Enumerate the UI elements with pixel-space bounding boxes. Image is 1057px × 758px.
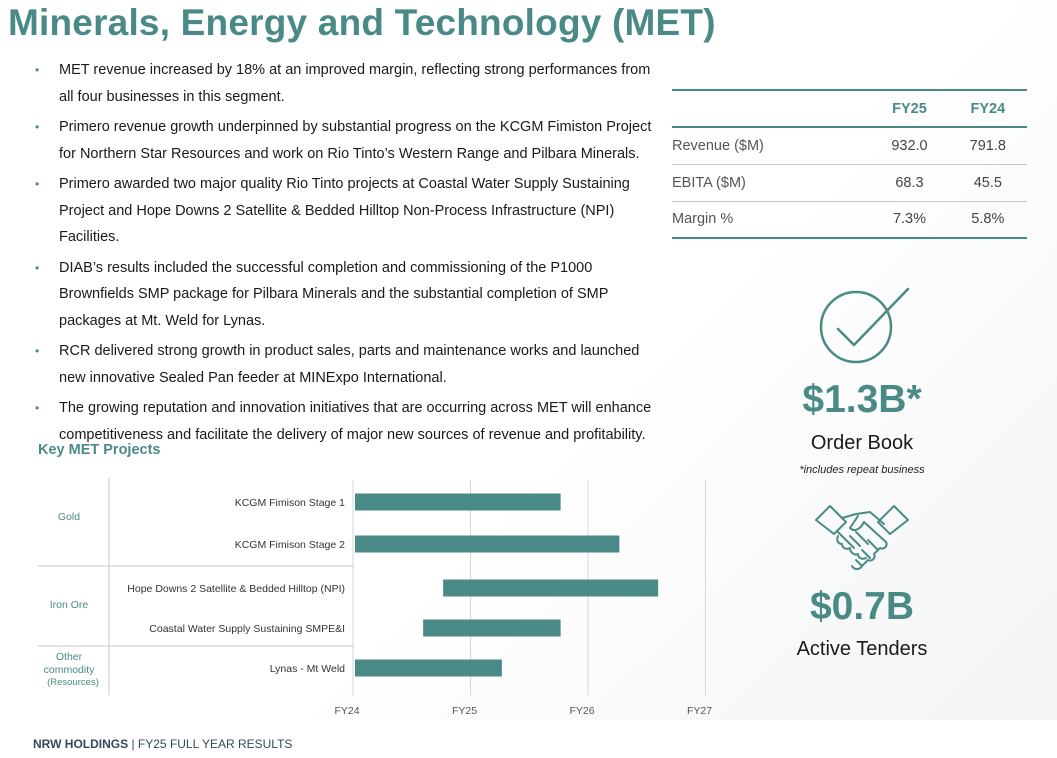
footer [0, 720, 1057, 758]
kpi-value-fy24: 5.8% [948, 201, 1027, 239]
checkmark-circle-icon [819, 287, 910, 364]
bullet-item: DIAB’s results included the successful c… [35, 255, 665, 335]
order-book-value: $1.3B* [802, 378, 922, 421]
kpi-header-fy24: FY24 [948, 89, 1027, 128]
tenders-value: $0.7B [809, 585, 915, 628]
group-label: Other [56, 651, 83, 663]
kpi-table: FY25 FY24 Revenue ($M) 932.0 791.8 EBITA… [672, 89, 1027, 239]
kpi-row-margin: Margin % 7.3% 5.8% [672, 201, 1027, 239]
x-tick-label: FY27 [687, 705, 712, 717]
group-label: Iron Ore [50, 599, 89, 611]
bullet-item: RCR delivered strong growth in product s… [35, 338, 665, 391]
project-label: KCGM Fimison Stage 1 [235, 497, 345, 509]
handshake-icon [815, 505, 909, 570]
chart-title: Key MET Projects [38, 442, 161, 458]
footer-company: NRW HOLDINGS [33, 737, 129, 751]
group-label: commodity [44, 664, 96, 676]
kpi-header-fy25: FY25 [870, 89, 949, 128]
project-label: Hope Downs 2 Satellite & Bedded Hilltop … [127, 583, 345, 595]
project-bar [443, 579, 659, 597]
kpi-value-fy25: 7.3% [870, 201, 949, 239]
project-bar [355, 493, 561, 511]
project-bar [355, 659, 502, 677]
project-label: Coastal Water Supply Sustaining SMPE&I [149, 623, 345, 635]
tenders-label: Active Tenders [796, 638, 928, 660]
kpi-header-row: FY25 FY24 [672, 89, 1027, 128]
order-book-label: Order Book [810, 432, 914, 454]
kpi-value-fy25: 68.3 [870, 164, 949, 202]
bullet-list: MET revenue increased by 18% at an impro… [35, 57, 665, 452]
x-tick-label: FY26 [569, 705, 594, 717]
bullet-item: MET revenue increased by 18% at an impro… [35, 57, 665, 110]
kpi-value-fy24: 791.8 [948, 127, 1027, 165]
group-sublabel: (Resources) [47, 677, 99, 688]
footer-title: FY25 FULL YEAR RESULTS [137, 737, 293, 751]
projects-gantt-chart: FY24 FY25 FY26 FY27 Gold Iron Ore Othercommodi… [38, 478, 712, 717]
x-tick-label: FY25 [452, 705, 477, 717]
kpi-label: Revenue ($M) [672, 127, 871, 165]
project-bar [355, 535, 620, 553]
kpi-row-revenue: Revenue ($M) 932.0 791.8 [672, 127, 1027, 165]
project-label: KCGM Fimison Stage 2 [235, 539, 345, 551]
kpi-value-fy24: 45.5 [948, 164, 1027, 202]
order-book-note: *includes repeat business [799, 464, 925, 476]
kpi-label: EBITA ($M) [672, 164, 871, 202]
project-bar [423, 619, 561, 637]
kpi-row-ebita: EBITA ($M) 68.3 45.5 [672, 164, 1027, 202]
kpi-header-blank [672, 89, 871, 128]
kpi-label: Margin % [672, 201, 871, 239]
x-tick-label: FY24 [334, 705, 359, 717]
bullet-item: The growing reputation and innovation in… [35, 395, 665, 448]
page-title: Minerals, Energy and Technology (MET) [8, 2, 716, 43]
footer-separator: | [131, 737, 135, 751]
group-label: Gold [58, 511, 80, 523]
bullet-item: Primero revenue growth underpinned by su… [35, 114, 665, 167]
kpi-value-fy25: 932.0 [870, 127, 949, 165]
bullet-item: Primero awarded two major quality Rio Ti… [35, 171, 665, 251]
footer-text: NRW HOLDINGS | FY25 FULL YEAR RESULTS [33, 737, 292, 751]
project-label: Lynas - Mt Weld [270, 663, 345, 675]
